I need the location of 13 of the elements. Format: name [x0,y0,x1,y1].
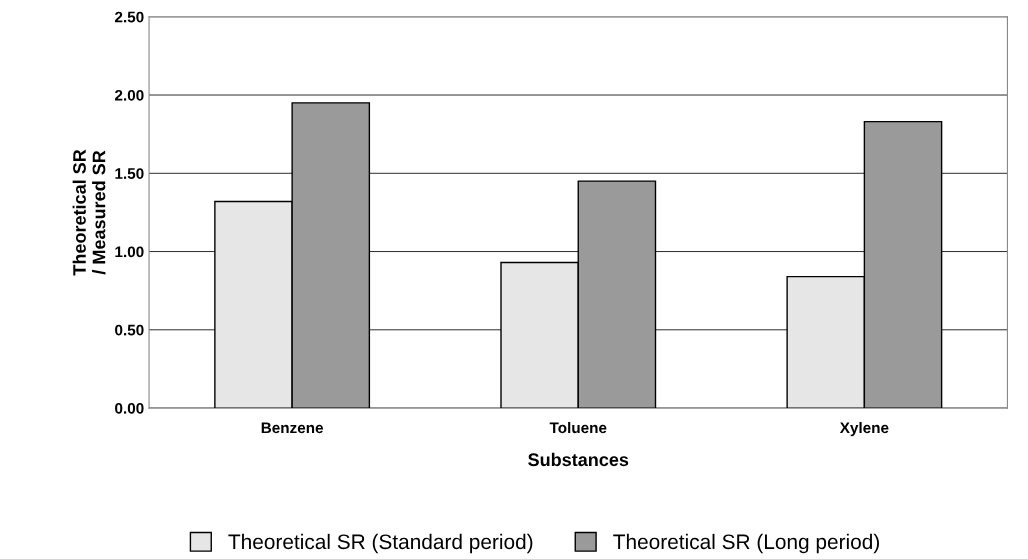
x-tick-label: Benzene [261,422,324,434]
y-tick-label: 2.50 [115,11,144,23]
y-axis-title: Theoretical SR / Measured SR [72,149,106,276]
y-tick-label: 1.50 [115,168,144,179]
legend-label: Theoretical SR (Long period) [613,533,879,554]
y-tick-label: 1.00 [115,246,144,258]
y-tick-label: 2.00 [115,89,144,101]
x-tick-label: Toluene [549,421,607,434]
legend-label: Theoretical SR (Standard period) [228,533,533,554]
y-tick-label: 0.50 [115,324,144,336]
x-axis-title: Substances [528,452,629,467]
y-tick-label: 0.00 [115,402,144,414]
x-tick-label: Xylene [839,421,889,437]
